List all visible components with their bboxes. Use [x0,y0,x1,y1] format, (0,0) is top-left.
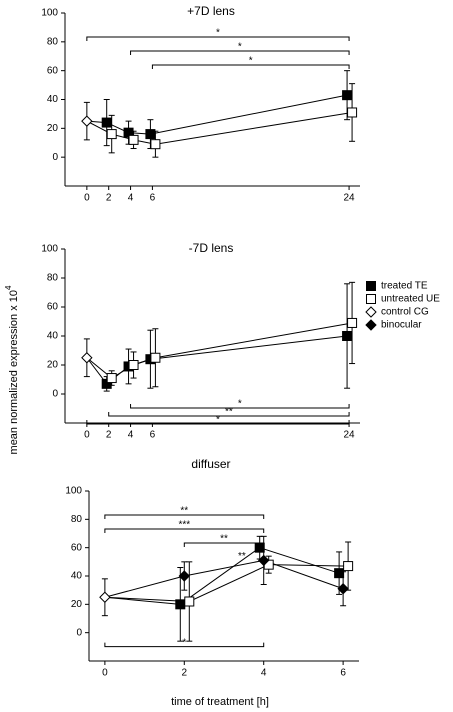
legend-label: binocular [381,320,422,331]
x-tick-label: 2 [106,430,112,441]
marker [81,115,93,127]
connector [104,547,340,605]
significance-label: ** [220,534,228,545]
significance-bracket [108,412,350,417]
chart-title: +7D lens [187,4,235,18]
marker [175,599,186,610]
x-tick-label: 0 [102,668,108,679]
significance-label: *** [178,520,190,531]
y-tick-label: 60 [47,302,59,313]
significance-label: * [216,415,220,426]
x-tick-label: 0 [84,430,90,441]
y-tick-label: 40 [47,94,59,105]
marker [257,554,270,567]
legend-label: untreated UE [381,294,440,305]
significance-bracket [86,420,350,425]
marker [150,352,161,363]
marker [106,129,117,140]
annotation: ** [238,551,246,562]
marker [342,90,353,101]
y-tick-label: 20 [47,360,59,371]
y-axis-label: mean normalized expression x 104 [4,285,20,454]
y-tick-label: 100 [41,244,58,255]
significance-bracket [104,528,265,533]
x-tick-label: 24 [344,193,356,204]
x-tick-label: 2 [182,668,188,679]
marker [178,570,191,582]
x-tick-label: 4 [128,430,134,441]
y-axis-label-exponent: 4 [4,285,13,290]
marker [343,561,354,572]
x-axis-label: time of treatment [h] [171,696,269,708]
x-tick-label: 0 [84,193,90,204]
marker [128,360,139,370]
chart-title: -7D lens [189,241,234,255]
marker [101,117,112,128]
significance-bracket [86,36,350,41]
significance-bracket [104,642,265,648]
significance-label: * [216,28,220,39]
y-tick-label: 40 [71,571,83,582]
significance-label: * [249,56,253,67]
marker [347,317,358,328]
x-tick-label: 24 [344,430,356,441]
significance-label: ** [225,407,233,418]
y-tick-label: 100 [65,486,82,497]
y-tick-label: 40 [47,331,59,342]
connector [104,559,344,598]
x-tick-label: 6 [150,193,156,204]
significance-label: * [238,399,242,410]
legend-label: control CG [381,307,429,318]
x-tick-label: 6 [340,668,346,679]
significance-bracket [130,404,350,409]
y-tick-label: 20 [71,599,83,610]
connector [86,335,348,385]
significance-label: ** [180,506,188,517]
x-tick-label: 6 [150,430,156,441]
significance-bracket [183,542,265,547]
marker [254,542,265,553]
significance-bracket [151,64,350,69]
y-tick-label: 0 [76,627,82,638]
x-tick-label: 4 [128,193,134,204]
x-tick-label: 4 [261,668,267,679]
marker [145,129,156,140]
significance-label: * [182,637,186,648]
y-tick-label: 0 [52,152,58,163]
marker [99,591,111,603]
marker [106,373,117,384]
marker [184,596,195,607]
y-tick-label: 20 [47,123,59,134]
marker [365,306,377,318]
x-tick-label: 2 [106,193,112,204]
chart-title: diffuser [191,457,230,471]
y-tick-label: 80 [71,514,83,525]
significance-bracket [104,514,265,519]
legend-label: treated TE [381,281,428,292]
marker [347,107,358,118]
marker [342,331,353,341]
y-tick-label: 100 [41,8,58,19]
marker [366,281,376,291]
y-tick-label: 80 [47,36,59,47]
connector [104,564,349,603]
marker [81,352,93,364]
marker [366,294,376,304]
y-tick-label: 80 [47,273,59,284]
significance-label: * [238,42,242,53]
marker [365,319,377,331]
marker [334,568,345,579]
marker [150,139,161,150]
y-tick-label: 60 [71,542,83,553]
marker [337,583,349,595]
y-axis-label-text: mean normalized expression x 10 [8,290,20,454]
significance-bracket [130,50,350,55]
marker [128,134,139,145]
y-tick-label: 60 [47,65,59,76]
y-tick-label: 0 [52,389,58,400]
